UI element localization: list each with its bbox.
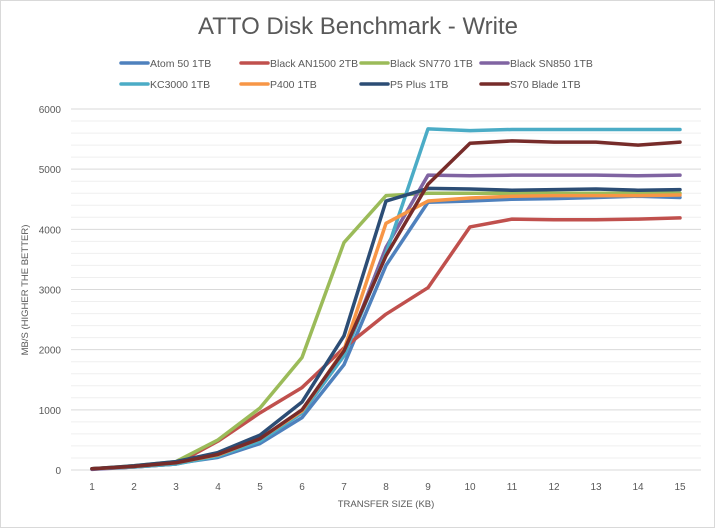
x-tick-label: 4 bbox=[215, 482, 221, 493]
legend-item[interactable]: S70 Blade 1TB bbox=[479, 79, 581, 91]
x-tick-label: 15 bbox=[674, 482, 686, 493]
series-line bbox=[90, 193, 682, 471]
legend-item[interactable]: Black AN1500 2TB bbox=[239, 58, 358, 70]
legend-item[interactable]: P400 1TB bbox=[239, 79, 317, 91]
x-tick-label: 12 bbox=[548, 482, 560, 493]
legend-item[interactable]: Atom 50 1TB bbox=[119, 58, 211, 70]
legend-label: Black SN850 1TB bbox=[510, 58, 593, 70]
x-tick-label: 7 bbox=[341, 482, 347, 493]
x-tick-label: 13 bbox=[590, 482, 602, 493]
chart-title: ATTO Disk Benchmark - Write bbox=[198, 13, 518, 40]
legend-label: Black AN1500 2TB bbox=[270, 58, 358, 70]
legend-label: Black SN770 1TB bbox=[390, 58, 473, 70]
legend-label: KC3000 1TB bbox=[150, 79, 210, 91]
y-tick-label: 5000 bbox=[39, 165, 62, 176]
legend-label: Atom 50 1TB bbox=[150, 58, 211, 70]
series-line bbox=[90, 216, 682, 471]
x-tick-label: 10 bbox=[464, 482, 476, 493]
x-tick-label: 9 bbox=[425, 482, 431, 493]
x-tick-label: 6 bbox=[299, 482, 305, 493]
legend-label: P5 Plus 1TB bbox=[390, 79, 448, 91]
x-tick-label: 11 bbox=[507, 482, 518, 493]
y-tick-label: 0 bbox=[55, 466, 61, 477]
y-tick-label: 4000 bbox=[39, 225, 62, 236]
y-tick-label: 1000 bbox=[39, 406, 62, 417]
series-line bbox=[90, 194, 682, 471]
series-line bbox=[90, 186, 682, 471]
legend-item[interactable]: P5 Plus 1TB bbox=[359, 79, 448, 91]
legend-item[interactable]: KC3000 1TB bbox=[119, 79, 210, 91]
x-tick-label: 8 bbox=[383, 482, 389, 493]
legend-label: P400 1TB bbox=[270, 79, 317, 91]
x-axis-label: TRANSFER SIZE (KB) bbox=[338, 499, 435, 510]
y-tick-label: 2000 bbox=[39, 346, 62, 357]
x-tick-label: 2 bbox=[131, 482, 137, 493]
series-line bbox=[90, 191, 682, 471]
y-axis-label: MB/S (HIGHER THE BETTER) bbox=[20, 225, 31, 356]
legend-item[interactable]: Black SN770 1TB bbox=[359, 58, 473, 70]
y-tick-label: 3000 bbox=[39, 286, 62, 297]
x-tick-label: 1 bbox=[89, 482, 95, 493]
y-tick-label: 6000 bbox=[39, 105, 62, 116]
legend-label: S70 Blade 1TB bbox=[510, 79, 581, 91]
series-line bbox=[90, 127, 682, 471]
x-tick-label: 14 bbox=[632, 482, 644, 493]
x-tick-label: 3 bbox=[173, 482, 179, 493]
series-line bbox=[90, 139, 682, 471]
legend-item[interactable]: Black SN850 1TB bbox=[479, 58, 593, 70]
x-tick-label: 5 bbox=[257, 482, 263, 493]
